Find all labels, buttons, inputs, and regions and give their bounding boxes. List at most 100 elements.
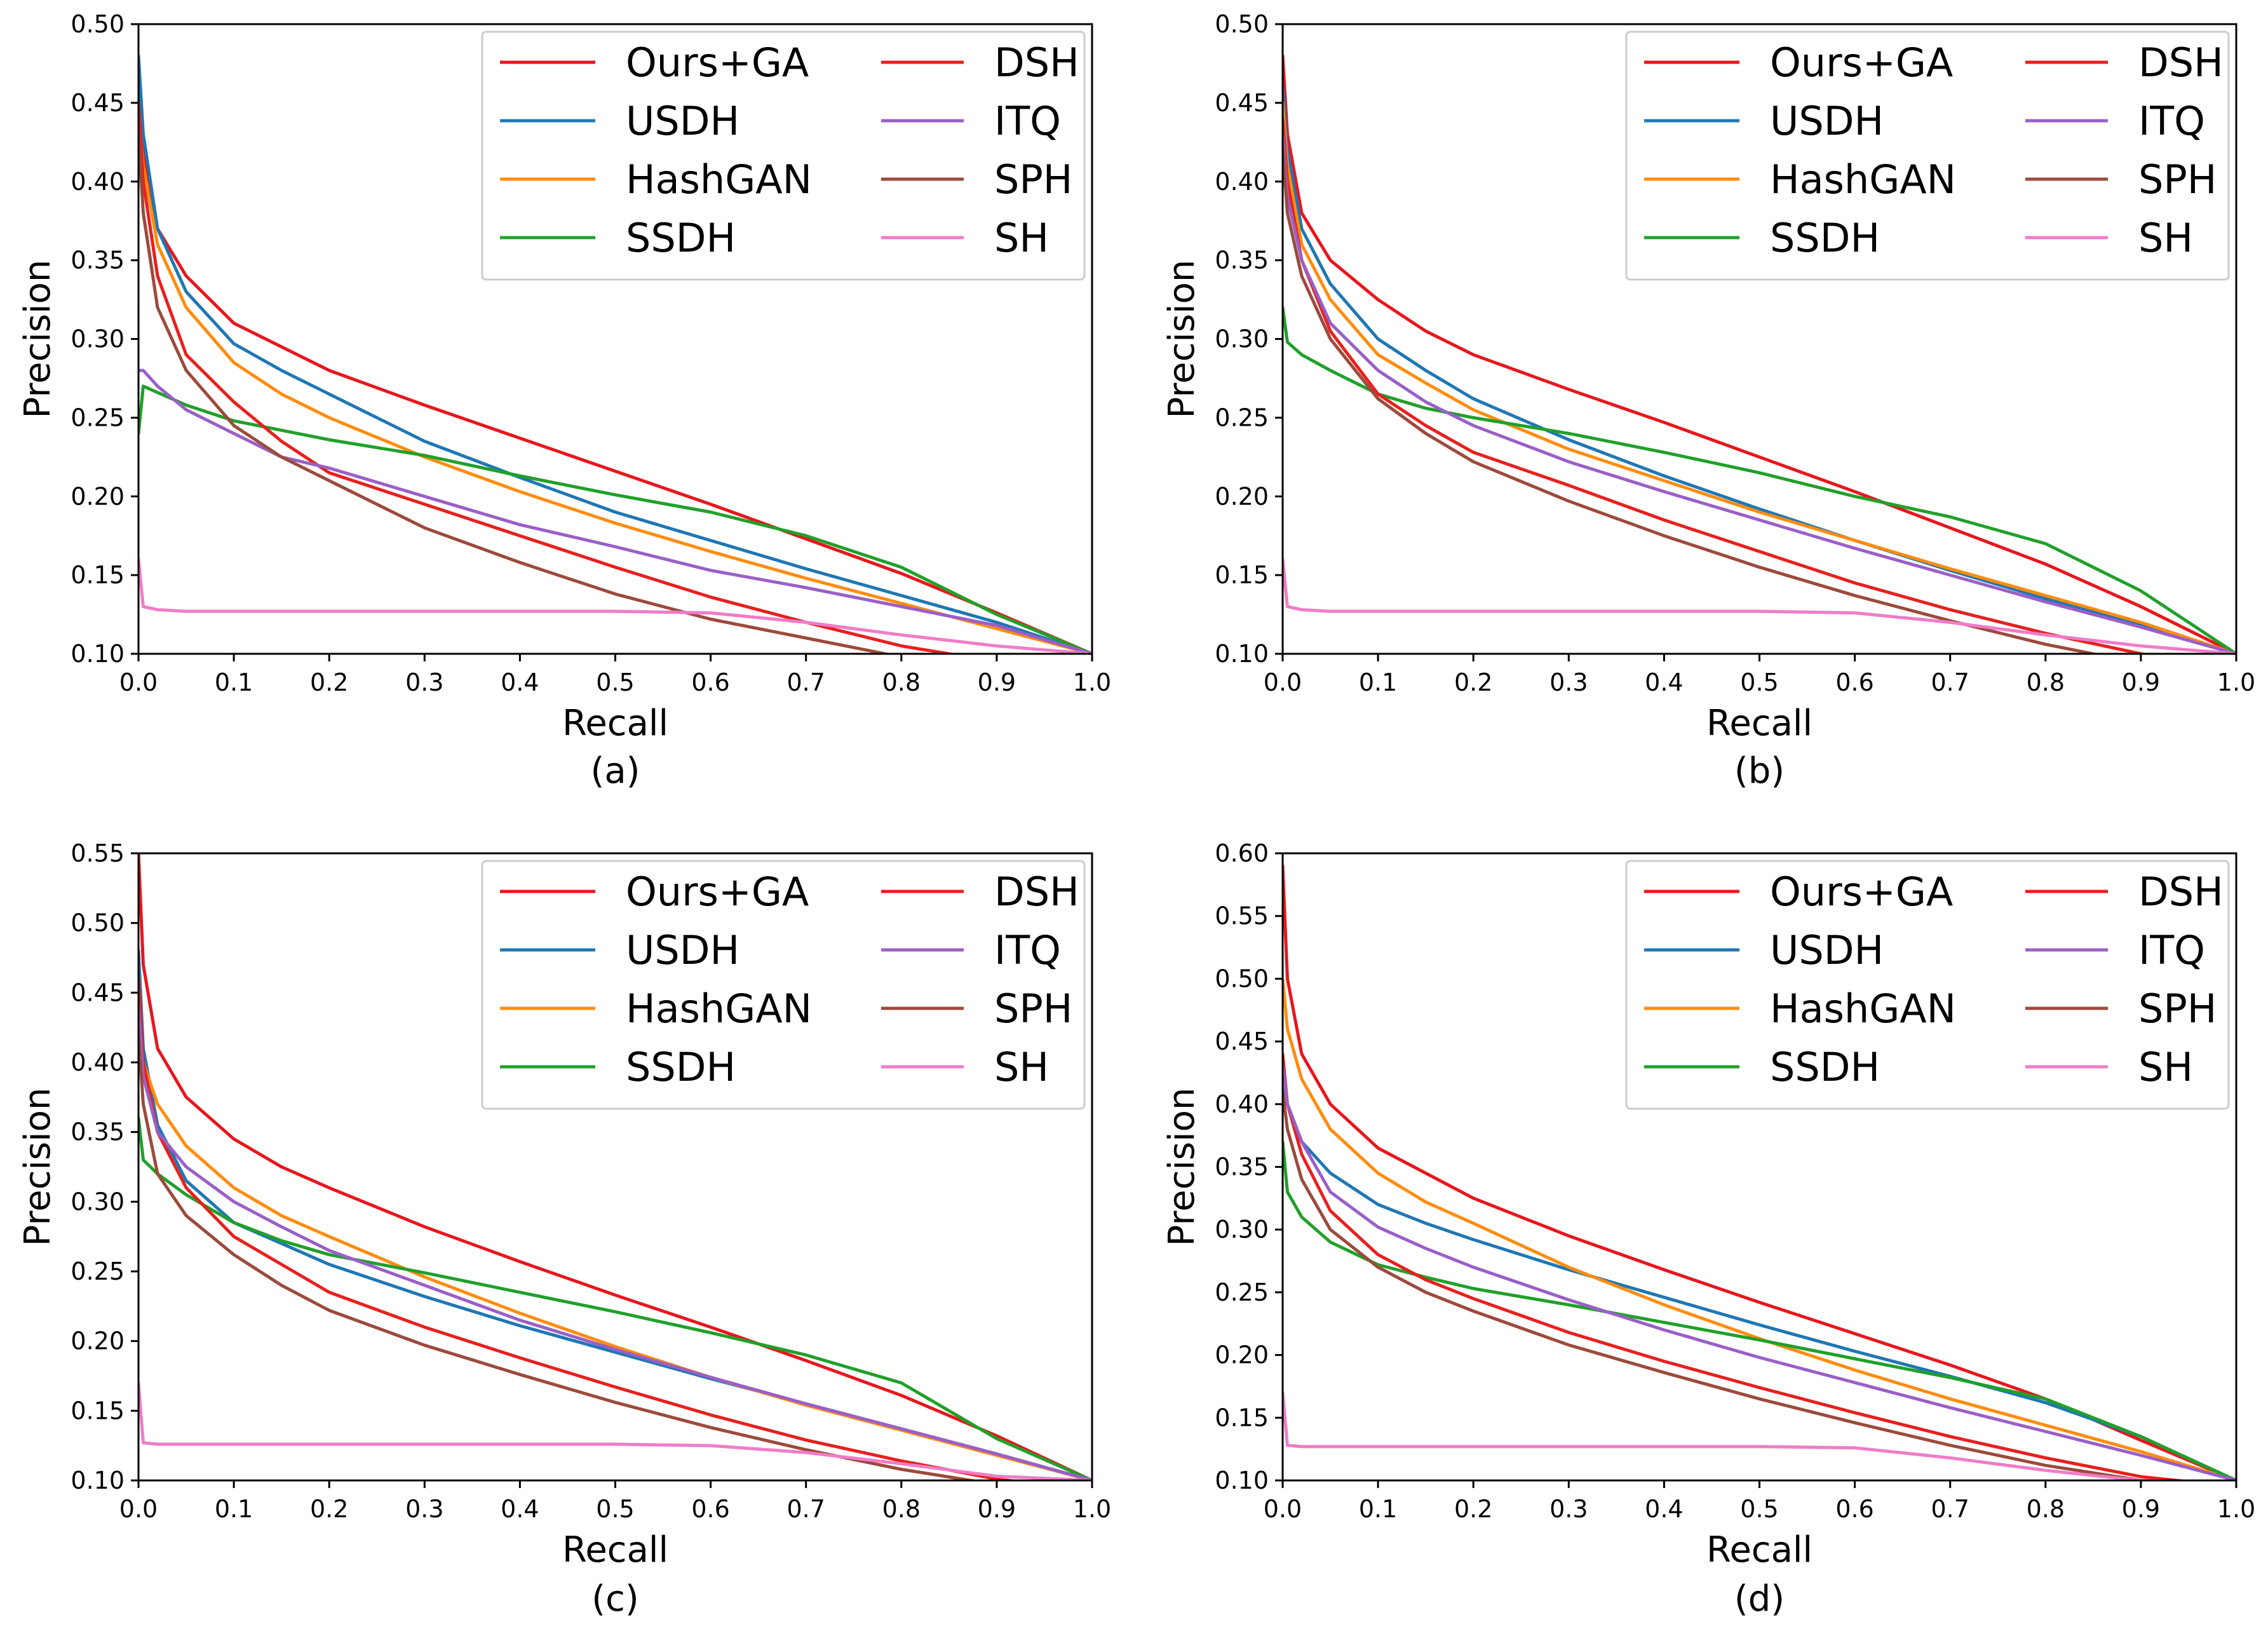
legend-label: SH	[2138, 215, 2193, 261]
y-tick-label: 0.45	[1215, 89, 1269, 117]
y-tick-label: 0.30	[1215, 325, 1269, 353]
y-tick-label: 0.25	[71, 1257, 125, 1285]
chart-panel-a: 0.0 0.1 0.2 0.3 0.4 0.5 0.6 0.7 0.8 0.9 1.0 0.10 0.1…	[17, 10, 1111, 792]
legend-label: ITQ	[2138, 927, 2205, 973]
y-tick-label: 0.60	[1215, 839, 1269, 867]
panel-caption: (d)	[1734, 1578, 1785, 1620]
x-axis-label: Recall	[1706, 703, 1812, 744]
x-tick-label: 0.0	[119, 1495, 158, 1523]
y-axis-label: Precision	[1161, 260, 1203, 419]
x-tick-label: 0.2	[1454, 1495, 1492, 1523]
y-tick-label: 0.10	[71, 640, 125, 668]
legend-label: HashGAN	[1770, 985, 1956, 1032]
series-line-ssdh	[1283, 1140, 2236, 1480]
legend-label: DSH	[994, 39, 1079, 86]
x-tick-label: 0.6	[691, 1495, 729, 1523]
x-tick-label: 0.0	[119, 668, 158, 696]
x-tick-label: 0.5	[596, 1495, 634, 1523]
series-line-ours-ga	[1283, 54, 2236, 654]
legend: Ours+GA DSH USDH ITQ HashGAN SPH SSDH SH	[481, 30, 1086, 281]
x-axis-label: Recall	[562, 703, 668, 744]
x-tick-label: 1.0	[2217, 1495, 2255, 1523]
series-line-hashgan	[1283, 101, 2236, 654]
series-line-usdh	[138, 54, 1092, 654]
x-tick-label: 0.4	[1645, 1495, 1683, 1523]
x-tick-label: 0.2	[310, 668, 348, 696]
y-tick-label: 0.45	[1215, 1027, 1269, 1055]
y-axis-label: Precision	[17, 260, 58, 419]
series-line-sh	[1283, 557, 2236, 654]
series-line-sh	[1283, 1391, 2203, 1480]
x-tick-label: 0.7	[786, 668, 825, 696]
x-tick-label: 0.8	[2027, 1495, 2065, 1523]
legend-label: Ours+GA	[626, 869, 809, 915]
series-line-dsh	[138, 977, 1023, 1480]
x-tick-label: 0.4	[501, 1495, 539, 1523]
y-tick-label: 0.20	[1215, 1341, 1269, 1369]
series-line-itq	[1283, 1065, 2236, 1480]
legend-label: SPH	[2138, 985, 2217, 1032]
x-tick-label: 0.9	[978, 1495, 1016, 1523]
series-line-dsh	[1283, 1052, 2192, 1480]
y-tick-label: 0.45	[71, 89, 125, 117]
y-tick-label: 0.50	[71, 909, 125, 937]
legend: Ours+GA DSH USDH ITQ HashGAN SPH SSDH SH	[1625, 30, 2230, 281]
series-line-itq	[138, 1005, 1092, 1480]
x-tick-label: 0.6	[1835, 1495, 1873, 1523]
x-tick-label: 0.9	[2122, 668, 2160, 696]
legend-label: USDH	[626, 927, 739, 973]
legend-label: USDH	[1770, 927, 1884, 973]
y-tick-label: 0.25	[71, 403, 125, 431]
series-line-ssdh	[138, 384, 1092, 654]
legend: Ours+GA DSH USDH ITQ HashGAN SPH SSDH SH	[1625, 860, 2230, 1110]
x-axis-label: Recall	[1706, 1529, 1812, 1571]
x-tick-label: 0.1	[1359, 1495, 1397, 1523]
series-line-ours-ga	[138, 853, 1092, 1480]
chart-panel-d: 0.0 0.1 0.2 0.3 0.4 0.5 0.6 0.7 0.8 0.9 1.0 0.10 0.1…	[1161, 839, 2255, 1620]
y-tick-label: 0.35	[71, 247, 125, 274]
series-line-ssdh	[1283, 306, 2236, 654]
legend-label: Ours+GA	[1770, 39, 1953, 86]
x-tick-label: 0.1	[215, 1495, 253, 1523]
y-tick-label: 0.35	[1215, 1153, 1269, 1181]
legend-label: ITQ	[994, 927, 1061, 973]
x-tick-label: 0.6	[691, 668, 729, 696]
legend-label: DSH	[2138, 39, 2224, 86]
y-tick-label: 0.50	[1215, 965, 1269, 992]
y-tick-label: 0.10	[1215, 640, 1269, 668]
series-line-hashgan	[1283, 977, 2236, 1480]
panel-caption: (c)	[591, 1578, 638, 1620]
x-tick-label: 0.2	[310, 1495, 348, 1523]
x-tick-label: 0.3	[405, 668, 443, 696]
legend-label: SH	[2138, 1044, 2193, 1090]
legend-label: HashGAN	[626, 985, 812, 1032]
x-tick-label: 0.6	[1835, 668, 1873, 696]
y-tick-label: 0.10	[1215, 1466, 1269, 1494]
x-tick-label: 0.3	[405, 1495, 443, 1523]
legend-frame	[1625, 860, 2230, 1110]
legend-label: ITQ	[994, 98, 1061, 144]
y-tick-label: 0.15	[1215, 561, 1269, 589]
series-line-sh	[138, 1381, 1092, 1480]
legend-label: SPH	[994, 156, 1072, 203]
legend-frame	[481, 30, 1086, 281]
x-tick-label: 0.7	[786, 1495, 825, 1523]
legend-label: DSH	[2138, 869, 2224, 915]
panel-caption: (a)	[590, 750, 640, 792]
legend-label: SPH	[994, 985, 1072, 1032]
x-tick-label: 0.3	[1549, 1495, 1588, 1523]
legend-label: HashGAN	[626, 156, 812, 203]
legend-label: SPH	[2138, 156, 2217, 203]
series-line-usdh	[1283, 1077, 2236, 1480]
x-tick-label: 0.8	[882, 668, 921, 696]
x-tick-label: 0.7	[1931, 1495, 1969, 1523]
legend-label: SSDH	[1770, 1044, 1880, 1090]
y-tick-label: 0.40	[1215, 1090, 1269, 1118]
panel-caption: (b)	[1734, 750, 1785, 792]
series-line-itq	[138, 369, 1092, 654]
y-tick-label: 0.15	[71, 1397, 125, 1425]
y-axis-label: Precision	[1161, 1088, 1203, 1247]
y-tick-label: 0.20	[71, 1327, 125, 1355]
legend-label: Ours+GA	[626, 39, 809, 86]
